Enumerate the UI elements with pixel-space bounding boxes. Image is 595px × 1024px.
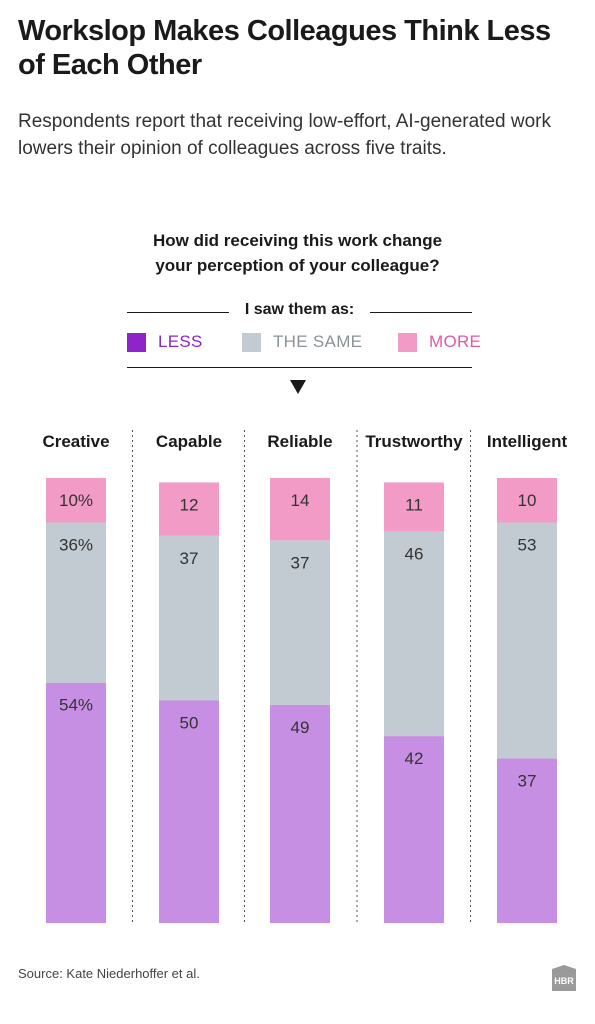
bar-segment-less-reliable <box>270 704 330 923</box>
chart-title: Workslop Makes Colleagues Think Less of … <box>18 15 551 81</box>
legend-heading: I saw them as: <box>127 301 472 323</box>
source-note: Source: Kate Niederhoffer et al. <box>18 966 200 981</box>
category-label-trustworthy: Trustworthy <box>365 432 463 451</box>
down-arrow-icon <box>290 380 306 394</box>
value-label-more-trustworthy: 11 <box>405 495 423 514</box>
value-label-the-same-creative: 36% <box>59 536 93 555</box>
svg-text:HBR: HBR <box>554 976 574 986</box>
question-line-2: your perception of your colleague? <box>155 256 440 275</box>
bar-segment-the-same-intelligent <box>497 522 557 759</box>
bar-segment-less-trustworthy <box>384 736 444 923</box>
value-label-the-same-reliable: 37 <box>291 553 310 572</box>
bar-segment-more-capable <box>159 482 219 536</box>
chart-subtitle: Respondents report that receiving low-ef… <box>18 111 551 159</box>
bar-segment-less-creative <box>46 682 106 923</box>
bar-segment-more-creative <box>46 478 106 523</box>
value-label-the-same-trustworthy: 46 <box>405 544 424 563</box>
value-label-less-capable: 50 <box>180 714 199 733</box>
legend-swatch-more <box>398 333 417 352</box>
legend-rule-right <box>370 312 472 313</box>
value-label-more-intelligent: 10 <box>518 491 537 510</box>
question-line-1: How did receiving this work change <box>152 231 443 250</box>
category-label-capable: Capable <box>156 432 222 451</box>
legend-label-same: THE SAME <box>273 332 363 351</box>
value-label-more-creative: 10% <box>59 491 93 510</box>
bar-segment-more-trustworthy <box>384 482 444 532</box>
bar-segment-the-same-creative <box>46 522 106 683</box>
hbr-logo: HBR <box>552 965 576 991</box>
legend: LESS THE SAME MORE <box>127 330 487 356</box>
legend-swatch-same <box>242 333 261 352</box>
bar-segment-less-intelligent <box>497 758 557 923</box>
category-label-reliable: Reliable <box>267 432 332 451</box>
survey-question: How did receiving this work change your … <box>0 228 595 278</box>
value-label-less-creative: 54% <box>59 696 93 715</box>
legend-bottom-rule <box>127 367 472 368</box>
category-label-creative: Creative <box>42 432 109 451</box>
legend-label-less: LESS <box>158 332 203 351</box>
value-label-less-trustworthy: 42 <box>405 749 424 768</box>
legend-label-more: MORE <box>429 332 482 351</box>
legend-rule-left <box>127 312 229 313</box>
bar-segment-more-reliable <box>270 478 330 541</box>
value-label-the-same-capable: 37 <box>180 549 199 568</box>
value-label-less-reliable: 49 <box>291 718 310 737</box>
bar-segment-less-capable <box>159 700 219 923</box>
value-label-more-capable: 12 <box>180 495 199 514</box>
bar-segment-more-intelligent <box>497 478 557 523</box>
value-label-the-same-intelligent: 53 <box>518 536 537 555</box>
legend-swatch-less <box>127 333 146 352</box>
category-label-intelligent: Intelligent <box>487 432 568 451</box>
value-label-more-reliable: 14 <box>291 491 310 510</box>
stacked-bar-chart: Creative 54% 36% 10% Capable 50 37 12 Reliable 49… <box>42 430 568 925</box>
legend-heading-label: I saw them as: <box>244 301 355 318</box>
bar-segment-the-same-capable <box>159 535 219 701</box>
value-label-less-intelligent: 37 <box>518 771 537 790</box>
bar-segment-the-same-reliable <box>270 540 330 705</box>
bar-segment-the-same-trustworthy <box>384 531 444 737</box>
